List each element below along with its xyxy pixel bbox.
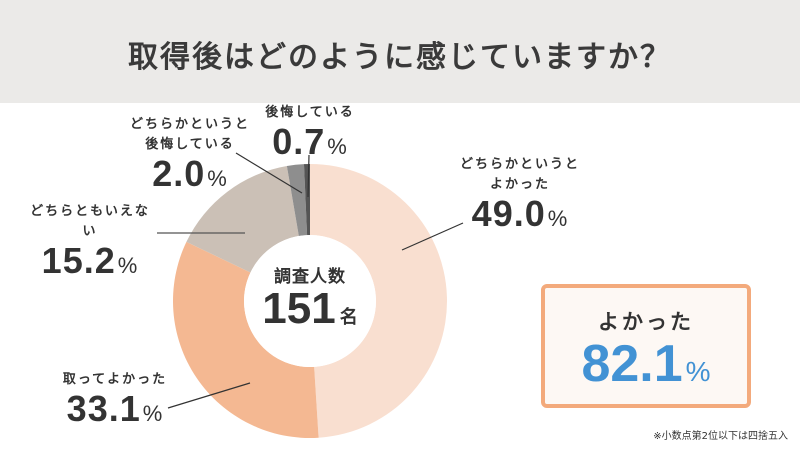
leader-line-49 bbox=[401, 222, 464, 251]
label-glad-took: 取ってよかった 33.1% bbox=[62, 372, 168, 429]
summary-value: 82.1% bbox=[581, 335, 711, 393]
page-title: 取得後はどのように感じていますか？ bbox=[128, 39, 672, 75]
leader-line-2 bbox=[235, 152, 303, 194]
donut-slice bbox=[286, 164, 308, 236]
footnote: ※小数点第2位以下は四捨五入 bbox=[653, 431, 788, 442]
label-somewhat-regret: どちらかというと 後悔している 2.0% bbox=[129, 117, 250, 194]
label-neutral: どちらともいえない 15.2% bbox=[30, 204, 150, 281]
summary-caption: よかった bbox=[598, 310, 694, 334]
survey-count: 151 名 bbox=[262, 284, 358, 333]
donut-slice bbox=[186, 165, 299, 273]
summary-box: よかった 82.1% bbox=[541, 284, 751, 408]
header-bar: 取得後はどのように感じていますか？ bbox=[0, 0, 800, 103]
donut-hole bbox=[244, 235, 376, 367]
label-regret: 後悔している 0.7% bbox=[265, 105, 355, 162]
donut-slice bbox=[173, 241, 319, 438]
label-somewhat-good: どちらかというと よかった 49.0% bbox=[459, 157, 580, 234]
leader-line-0-7 bbox=[307, 154, 310, 198]
survey-count-label: 調査人数 bbox=[274, 267, 346, 287]
donut-slice bbox=[310, 164, 447, 438]
leader-line-33 bbox=[167, 382, 251, 409]
donut-center: 調査人数 151 名 bbox=[250, 262, 370, 331]
